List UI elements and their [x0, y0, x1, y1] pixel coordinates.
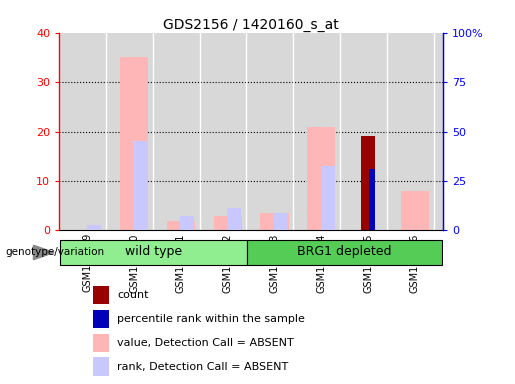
- Text: count: count: [117, 290, 149, 300]
- Bar: [307, 127, 335, 230]
- Bar: [401, 191, 429, 230]
- Bar: [361, 136, 375, 230]
- Bar: [93, 358, 109, 376]
- Bar: [93, 286, 109, 305]
- FancyBboxPatch shape: [247, 240, 442, 265]
- Bar: [274, 213, 288, 230]
- Bar: [87, 225, 101, 230]
- Bar: [167, 220, 195, 230]
- Text: percentile rank within the sample: percentile rank within the sample: [117, 314, 305, 324]
- Bar: [93, 310, 109, 328]
- Bar: [120, 57, 148, 230]
- Text: rank, Detection Call = ABSENT: rank, Detection Call = ABSENT: [117, 362, 289, 372]
- Text: BRG1 depleted: BRG1 depleted: [297, 245, 392, 258]
- Bar: [214, 215, 242, 230]
- Bar: [227, 208, 241, 230]
- FancyBboxPatch shape: [60, 240, 247, 265]
- Text: genotype/variation: genotype/variation: [5, 247, 104, 257]
- Polygon shape: [33, 245, 54, 260]
- Text: wild type: wild type: [125, 245, 182, 258]
- Title: GDS2156 / 1420160_s_at: GDS2156 / 1420160_s_at: [163, 18, 339, 31]
- Bar: [180, 215, 194, 230]
- Bar: [133, 141, 148, 230]
- Bar: [369, 169, 375, 230]
- Text: value, Detection Call = ABSENT: value, Detection Call = ABSENT: [117, 338, 294, 348]
- Bar: [321, 166, 335, 230]
- Bar: [93, 333, 109, 352]
- Bar: [260, 213, 288, 230]
